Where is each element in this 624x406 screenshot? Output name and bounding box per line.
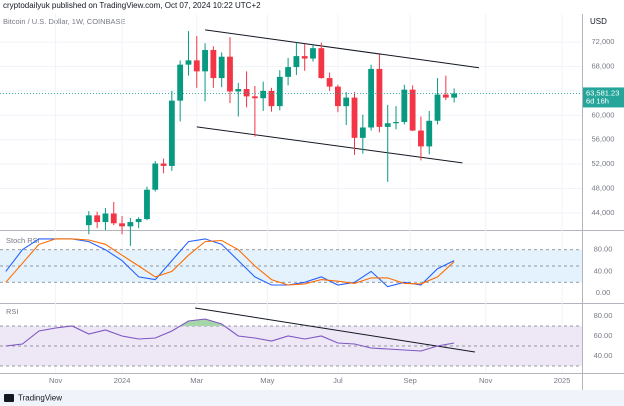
y-tick-label: 40.00 (594, 351, 613, 360)
candle-body (401, 89, 408, 122)
x-tick-label: May (260, 376, 274, 385)
y-tick-label: 44,000 (592, 208, 615, 217)
x-tick-label: 2024 (114, 376, 131, 385)
y-tick-label: 68,000 (592, 61, 615, 70)
candle-body (351, 97, 358, 138)
y-tick-label: 60.00 (594, 331, 613, 340)
candle-body (276, 76, 283, 107)
candle-body (326, 78, 333, 87)
x-tick-label: Sep (403, 376, 416, 385)
y-tick-label: 60,000 (592, 110, 615, 119)
candle-body (393, 122, 399, 124)
candle-body (227, 56, 233, 92)
y-tick-label: 48,000 (592, 183, 615, 192)
indicator-line (5, 238, 455, 288)
x-tick-label: Nov (49, 376, 63, 385)
candle-body (218, 56, 225, 79)
x-tick-label: Mar (190, 376, 203, 385)
candle-body (152, 163, 159, 190)
candle-body (310, 48, 316, 59)
candle-body (318, 48, 325, 79)
candle-body (384, 123, 391, 127)
x-tick-label: 2025 (554, 376, 571, 385)
candle-body (210, 50, 217, 79)
y-tick-label: 56,000 (592, 135, 615, 144)
last-price-label: 63,581.23 (586, 88, 619, 97)
x-tick-label: Nov (479, 376, 493, 385)
candle-body (119, 223, 125, 227)
candle-body (135, 219, 142, 223)
candle-body (451, 93, 458, 98)
candle-body (409, 89, 416, 131)
candle-body (160, 163, 167, 166)
y-tick-label: 72,000 (592, 37, 615, 46)
candle-body (85, 215, 92, 226)
candle-body (260, 90, 267, 99)
candle-body (368, 68, 375, 128)
currency: USD (590, 17, 607, 26)
candle-body (359, 127, 366, 138)
candle-body (177, 64, 184, 101)
candle-body (343, 97, 350, 107)
candle-body (243, 89, 250, 97)
y-tick-label: 80.00 (594, 245, 613, 254)
indicator-line (5, 238, 455, 286)
candle-body (94, 215, 101, 223)
y-tick-label: 40.00 (594, 266, 613, 275)
x-tick-label: Jul (333, 376, 343, 385)
candle-body (235, 89, 242, 92)
candle-body (418, 130, 424, 147)
rsi-title: RSI (6, 307, 19, 316)
candle-body (144, 189, 150, 220)
y-tick-label: 0.00 (596, 288, 611, 297)
candle-body (127, 222, 134, 227)
symbol-title: Bitcoin / U.S. Dollar, 1W, COINBASE (3, 17, 126, 26)
footer-bar (0, 390, 624, 406)
publisher-note: cryptodailyuk published on TradingView.c… (3, 1, 261, 10)
candle-body (434, 94, 441, 121)
stoch-title: Stoch RSI (6, 236, 40, 245)
candle-body (251, 96, 258, 99)
y-tick-label: 52,000 (592, 159, 615, 168)
indicator-line (5, 318, 455, 352)
brand-logo (4, 394, 14, 402)
candle-body (335, 86, 341, 107)
candle-body (376, 68, 383, 127)
candle-body (202, 50, 208, 72)
brand: TradingView (18, 394, 62, 403)
candle-body (301, 56, 308, 59)
candle-body (193, 60, 200, 72)
last-price-box (583, 87, 624, 108)
candle-body (426, 120, 433, 147)
trendline (205, 29, 480, 69)
countdown: 6d 16h (586, 96, 609, 105)
candle-body (285, 67, 291, 77)
candle-body (185, 60, 192, 65)
candle-body (110, 213, 117, 224)
candle-body (293, 56, 300, 68)
trendline (195, 307, 475, 353)
candle-body (268, 90, 275, 107)
y-tick-label: 80.00 (594, 311, 613, 320)
candle-body (168, 100, 175, 166)
trendline (196, 126, 463, 164)
candle-body (442, 94, 449, 98)
candle-body (102, 213, 109, 223)
